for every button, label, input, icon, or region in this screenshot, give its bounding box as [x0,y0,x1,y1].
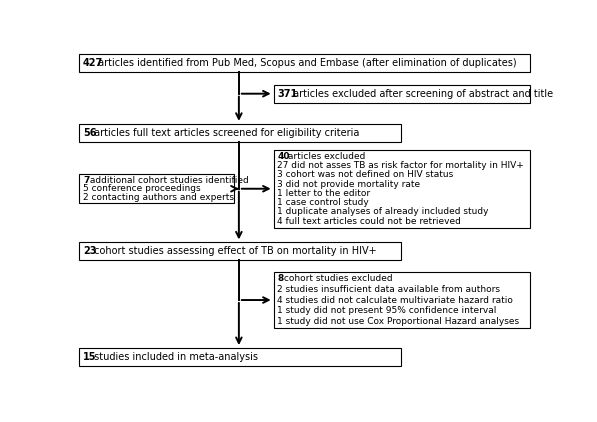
Text: 1 study did not use Cox Proportional Hazard analyses: 1 study did not use Cox Proportional Haz… [277,317,519,326]
Text: 8: 8 [277,274,284,283]
Text: cohort studies excluded: cohort studies excluded [281,274,393,283]
Bar [273,85,530,103]
Text: 1 study did not present 95% confidence interval: 1 study did not present 95% confidence i… [277,306,497,315]
Text: cohort studies assessing effect of TB on mortality in HIV+: cohort studies assessing effect of TB on… [91,246,377,256]
Text: 5 conference proceedings: 5 conference proceedings [83,184,201,193]
Text: articles full text articles screened for eligibility criteria: articles full text articles screened for… [91,128,359,138]
Bar [273,150,530,228]
Bar [79,242,401,260]
Bar [79,124,401,142]
Text: 56: 56 [83,128,97,138]
Text: 27 did not asses TB as risk factor for mortality in HIV+: 27 did not asses TB as risk factor for m… [277,161,524,170]
Text: 3 did not provide mortality rate: 3 did not provide mortality rate [277,180,420,189]
Text: 7: 7 [83,176,90,185]
Text: articles identified from Pub Med, Scopus and Embase (after elimination of duplic: articles identified from Pub Med, Scopus… [96,58,517,68]
Bar [79,54,530,72]
Text: articles excluded: articles excluded [285,152,365,161]
Text: 3 cohort was not defined on HIV status: 3 cohort was not defined on HIV status [277,170,454,179]
Bar [79,174,234,203]
Text: 40: 40 [277,152,290,161]
Bar [273,272,530,328]
Text: articles excluded after screening of abstract and title: articles excluded after screening of abs… [290,89,553,99]
Text: 427: 427 [83,58,103,68]
Text: 1 duplicate analyses of already included study: 1 duplicate analyses of already included… [277,207,489,216]
Text: 1 case control study: 1 case control study [277,198,369,207]
Text: 4 full text articles could not be retrieved: 4 full text articles could not be retrie… [277,216,461,226]
Text: 23: 23 [83,246,97,256]
Text: 2 studies insufficient data available from authors: 2 studies insufficient data available fr… [277,285,500,294]
Text: studies included in meta-analysis: studies included in meta-analysis [91,352,259,362]
Text: 2 contacting authors and experts: 2 contacting authors and experts [83,193,234,202]
Bar [79,348,401,366]
Text: 1 letter to the editor: 1 letter to the editor [277,189,370,198]
Text: 15: 15 [83,352,97,362]
Text: 4 studies did not calculate multivariate hazard ratio: 4 studies did not calculate multivariate… [277,295,513,305]
Text: 371: 371 [277,89,297,99]
Text: additional cohort studies identified: additional cohort studies identified [87,176,248,185]
